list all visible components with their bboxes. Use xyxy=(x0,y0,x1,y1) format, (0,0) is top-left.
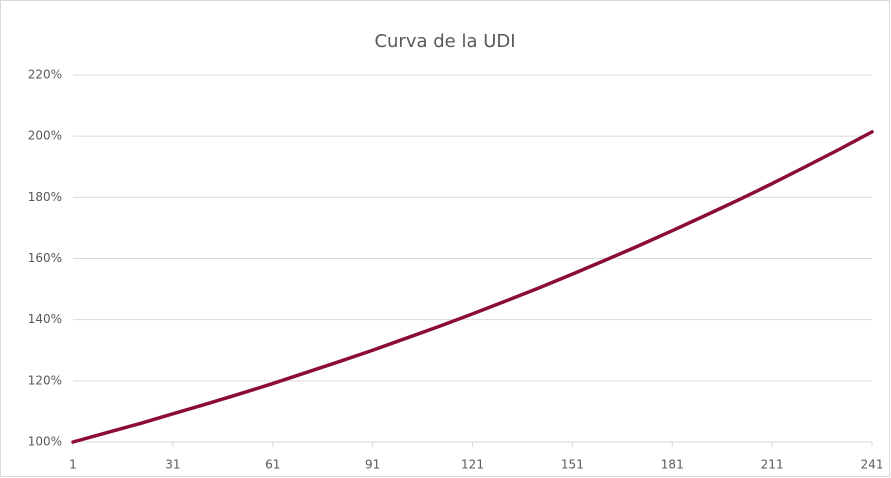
y-tick-label: 220% xyxy=(28,68,62,82)
chart-title: Curva de la UDI xyxy=(374,31,515,52)
data-line xyxy=(71,130,874,444)
y-tick-label: 140% xyxy=(28,312,62,326)
y-tick-label: 160% xyxy=(28,251,62,265)
x-tick-label: 31 xyxy=(165,458,180,472)
x-tick-label: 211 xyxy=(761,458,784,472)
x-tick-label: 91 xyxy=(365,458,380,472)
y-tick-label: 180% xyxy=(28,190,62,204)
x-tick-label: 121 xyxy=(461,458,484,472)
y-tick-label: 200% xyxy=(28,129,62,143)
x-tick-label: 1 xyxy=(69,458,77,472)
y-tick-label: 100% xyxy=(28,435,62,449)
x-tick-label: 181 xyxy=(661,458,684,472)
x-tick-label: 61 xyxy=(265,458,280,472)
x-tick-label: 151 xyxy=(561,458,584,472)
x-tick-label: 241 xyxy=(861,458,884,472)
y-tick-label: 120% xyxy=(28,373,62,387)
